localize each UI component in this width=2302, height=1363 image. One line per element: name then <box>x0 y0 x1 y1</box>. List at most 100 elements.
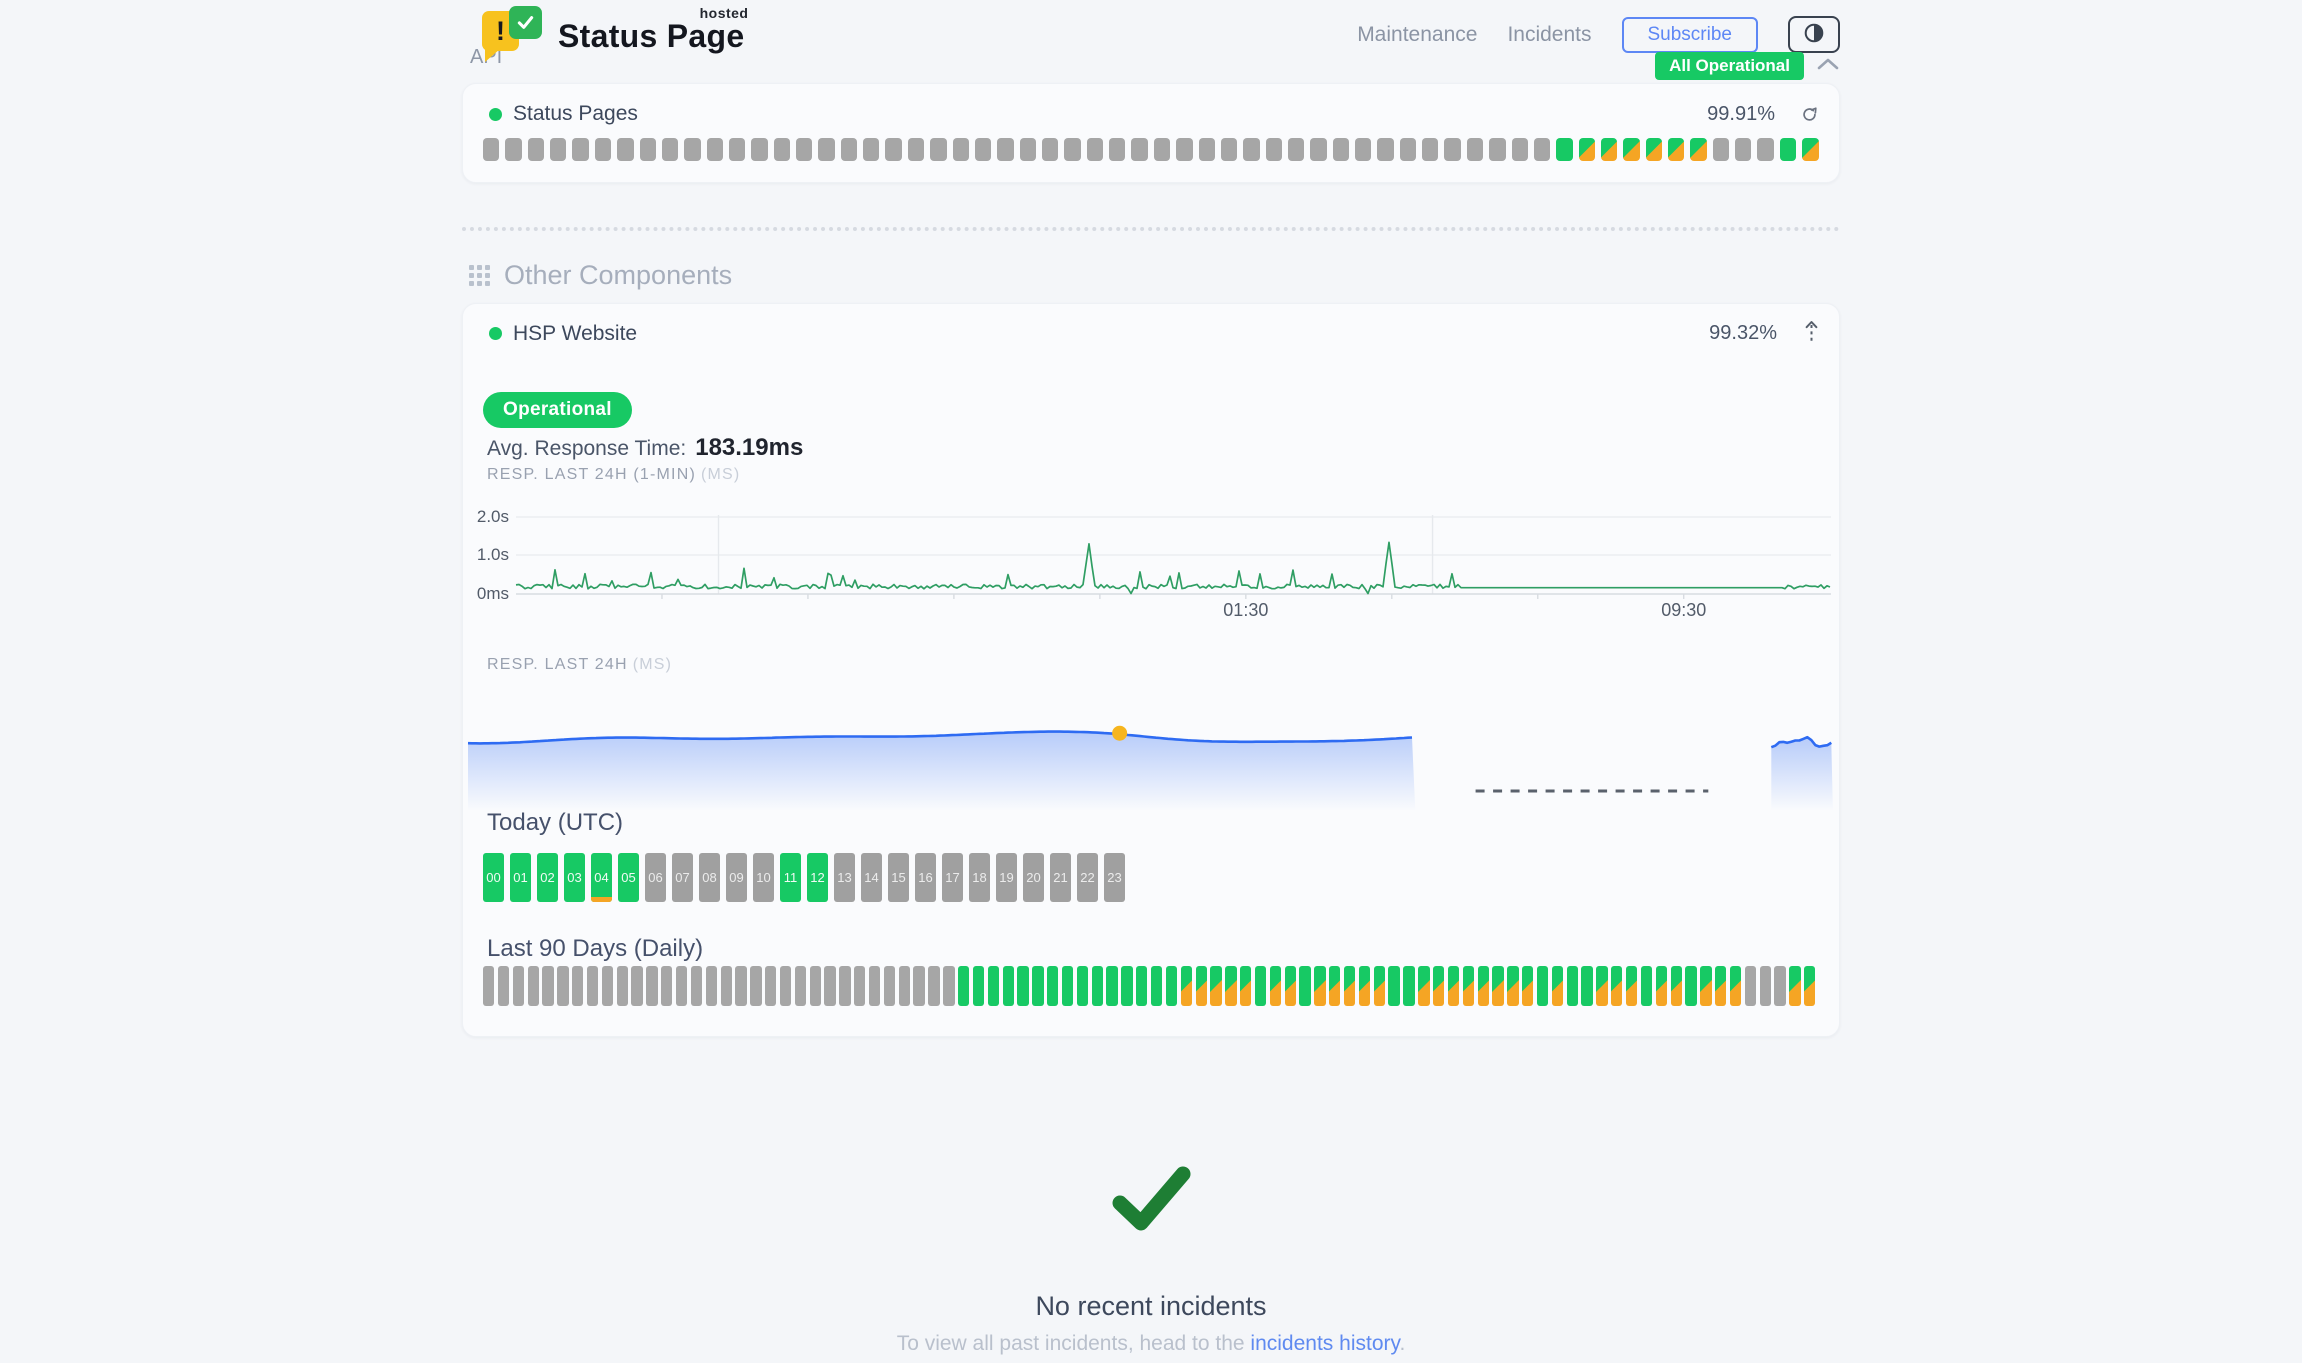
daily-uptime-bar[interactable] <box>1700 966 1712 1006</box>
daily-uptime-bar[interactable] <box>898 966 910 1006</box>
uptime-bar[interactable] <box>1220 138 1238 161</box>
uptime-bar[interactable] <box>1243 138 1260 161</box>
daily-uptime-bar[interactable] <box>1789 966 1801 1006</box>
daily-uptime-bar[interactable] <box>809 966 821 1006</box>
daily-uptime-bar[interactable] <box>1596 966 1608 1006</box>
daily-uptime-bar[interactable] <box>1655 966 1667 1006</box>
uptime-bar[interactable] <box>728 138 746 161</box>
hour-block[interactable]: 08 <box>699 853 720 902</box>
uptime-bar[interactable] <box>706 138 723 161</box>
uptime-bar[interactable] <box>1198 138 1215 161</box>
hour-block[interactable]: 14 <box>861 853 882 902</box>
uptime-bar[interactable] <box>818 138 835 161</box>
daily-uptime-bar[interactable] <box>1447 966 1460 1006</box>
daily-uptime-bar[interactable] <box>779 966 792 1006</box>
daily-uptime-bar[interactable] <box>1625 966 1638 1006</box>
subscribe-button[interactable]: Subscribe <box>1621 16 1758 53</box>
hour-block[interactable]: 22 <box>1077 853 1098 902</box>
hour-block[interactable]: 15 <box>888 853 909 902</box>
theme-toggle-button[interactable] <box>1788 16 1840 53</box>
daily-uptime-bar[interactable] <box>557 966 569 1006</box>
hour-block[interactable]: 06 <box>645 853 666 902</box>
daily-uptime-bar[interactable] <box>1804 966 1816 1006</box>
daily-uptime-bar[interactable] <box>1462 966 1475 1006</box>
daily-uptime-bar[interactable] <box>1551 966 1564 1006</box>
uptime-bar[interactable] <box>885 138 902 161</box>
uptime-bar[interactable] <box>572 138 589 161</box>
uptime-bar[interactable] <box>907 138 925 161</box>
daily-uptime-bar[interactable] <box>1685 966 1697 1006</box>
daily-uptime-bar[interactable] <box>765 966 777 1006</box>
daily-uptime-bar[interactable] <box>1240 966 1252 1006</box>
daily-uptime-bar[interactable] <box>1076 966 1089 1006</box>
daily-uptime-bar[interactable] <box>1640 966 1653 1006</box>
daily-uptime-bar[interactable] <box>616 966 628 1006</box>
uptime-bar[interactable] <box>1444 138 1461 161</box>
daily-uptime-bar[interactable] <box>1358 966 1371 1006</box>
uptime-bar[interactable] <box>930 138 947 161</box>
dashed-up-arrow-icon[interactable] <box>1804 320 1819 347</box>
uptime-bar[interactable] <box>617 138 634 161</box>
daily-uptime-bar[interactable] <box>1225 966 1237 1006</box>
daily-uptime-bar[interactable] <box>675 966 688 1006</box>
uptime-bar[interactable] <box>1802 138 1819 161</box>
hour-block[interactable]: 18 <box>969 853 990 902</box>
daily-uptime-bar[interactable] <box>854 966 866 1006</box>
daily-uptime-bar[interactable] <box>1061 966 1074 1006</box>
nav-incidents[interactable]: Incidents <box>1507 22 1592 46</box>
daily-uptime-bar[interactable] <box>1329 966 1341 1006</box>
hour-block[interactable]: 04 <box>591 853 612 902</box>
uptime-bar[interactable] <box>1735 138 1752 161</box>
uptime-bar[interactable] <box>1355 138 1372 161</box>
hour-block[interactable]: 13 <box>834 853 855 902</box>
daily-uptime-bar[interactable] <box>943 966 955 1006</box>
daily-uptime-bar[interactable] <box>883 966 896 1006</box>
daily-uptime-bar[interactable] <box>868 966 881 1006</box>
daily-uptime-bar[interactable] <box>928 966 940 1006</box>
uptime-bar[interactable] <box>483 138 500 161</box>
daily-uptime-bar[interactable] <box>839 966 851 1006</box>
hour-block[interactable]: 11 <box>780 853 801 902</box>
uptime-bar[interactable] <box>1287 138 1305 161</box>
daily-uptime-bar[interactable] <box>705 966 717 1006</box>
daily-uptime-bar[interactable] <box>1388 966 1400 1006</box>
uptime-bar[interactable] <box>1019 138 1036 161</box>
response-area-chart[interactable] <box>463 689 1841 814</box>
daily-uptime-bar[interactable] <box>1715 966 1727 1006</box>
uptime-bar[interactable] <box>840 138 858 161</box>
hour-block[interactable]: 03 <box>564 853 585 902</box>
daily-uptime-bar[interactable] <box>1433 966 1445 1006</box>
uptime-bar[interactable] <box>1668 138 1685 161</box>
hour-block[interactable]: 09 <box>726 853 747 902</box>
uptime-bar[interactable] <box>1578 138 1595 161</box>
uptime-bar[interactable] <box>1377 138 1394 161</box>
daily-uptime-bar[interactable] <box>1774 966 1786 1006</box>
uptime-bar[interactable] <box>594 138 612 161</box>
hour-block[interactable]: 21 <box>1050 853 1071 902</box>
hour-block[interactable]: 23 <box>1104 853 1125 902</box>
daily-uptime-bar[interactable] <box>1403 966 1415 1006</box>
daily-uptime-bar[interactable] <box>646 966 658 1006</box>
logo[interactable]: ! hosted Status Page <box>482 5 748 62</box>
hour-block[interactable]: 00 <box>483 853 504 902</box>
daily-uptime-bar[interactable] <box>1299 966 1311 1006</box>
daily-uptime-bar[interactable] <box>1536 966 1549 1006</box>
daily-uptime-bar[interactable] <box>1032 966 1044 1006</box>
daily-uptime-bar[interactable] <box>1150 966 1163 1006</box>
daily-uptime-bar[interactable] <box>1492 966 1504 1006</box>
incidents-history-link[interactable]: incidents history <box>1250 1332 1400 1355</box>
daily-uptime-bar[interactable] <box>913 966 925 1006</box>
uptime-bar[interactable] <box>1153 138 1171 161</box>
daily-uptime-bar[interactable] <box>1047 966 1059 1006</box>
daily-uptime-bar[interactable] <box>1002 966 1014 1006</box>
daily-uptime-bar[interactable] <box>720 966 732 1006</box>
daily-uptime-bar[interactable] <box>586 966 599 1006</box>
hour-block[interactable]: 20 <box>1023 853 1044 902</box>
daily-uptime-bar[interactable] <box>1314 966 1326 1006</box>
daily-uptime-bar[interactable] <box>1611 966 1623 1006</box>
chart-marker-dot[interactable] <box>1112 725 1128 741</box>
hour-block[interactable]: 01 <box>510 853 531 902</box>
uptime-bar[interactable] <box>1779 138 1797 161</box>
uptime-bar[interactable] <box>751 138 768 161</box>
daily-uptime-bar[interactable] <box>1343 966 1356 1006</box>
